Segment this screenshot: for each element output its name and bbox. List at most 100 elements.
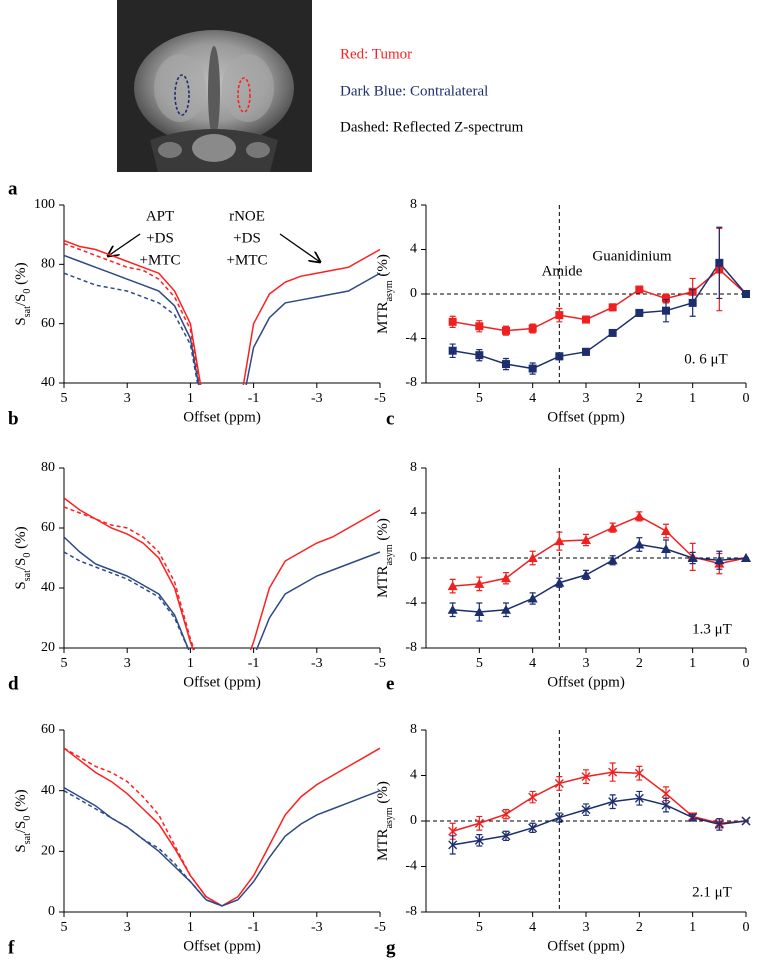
marker xyxy=(502,360,510,369)
marker xyxy=(607,555,618,565)
series-line xyxy=(64,790,223,907)
marker xyxy=(581,772,591,782)
series-layer xyxy=(64,747,381,907)
marker xyxy=(607,522,618,532)
y-tick-label: 80 xyxy=(41,460,55,475)
y-axis-title-part: (%) xyxy=(13,789,29,815)
y-axis-title: Ssat/S0 (%) xyxy=(13,262,32,325)
y-tick-label: 100 xyxy=(34,197,55,212)
series-line xyxy=(64,551,190,650)
series-line xyxy=(64,747,223,907)
y-axis-title-part: asym xyxy=(384,280,395,301)
y-tick-label: 8 xyxy=(410,197,417,212)
annotation: APT xyxy=(146,208,174,224)
series-line xyxy=(452,543,747,613)
x-tick-label: -5 xyxy=(374,920,386,935)
annotation: +MTC xyxy=(140,252,181,268)
marker xyxy=(661,800,671,810)
y-tick-label: 0 xyxy=(48,904,55,919)
x-axis-title: Offset (ppm) xyxy=(547,409,625,425)
x-tick-label: 4 xyxy=(529,920,536,935)
series-layer xyxy=(64,497,381,650)
y-tick-label: -4 xyxy=(405,331,417,346)
y-axis-title-part: S xyxy=(13,317,29,325)
y-tick-label: 20 xyxy=(41,640,55,655)
y-axis-title: MTRasym (%) xyxy=(375,781,394,861)
marker xyxy=(608,303,617,312)
y-tick-label: -8 xyxy=(405,375,417,390)
legend-text: Red: Tumor xyxy=(340,46,412,62)
x-tick-label: 4 xyxy=(529,656,536,671)
marker xyxy=(635,308,644,317)
arrow xyxy=(108,233,141,256)
series-line xyxy=(452,261,747,370)
marker xyxy=(502,326,510,335)
marker xyxy=(608,797,618,807)
marker xyxy=(741,816,751,826)
marker xyxy=(608,328,617,337)
y-axis-title: Ssat/S0 (%) xyxy=(13,789,32,852)
y-axis-title-part: sat xyxy=(22,833,33,844)
x-tick-label: -1 xyxy=(248,920,260,935)
marker xyxy=(528,792,538,802)
marker xyxy=(661,526,671,535)
series-line xyxy=(64,536,381,650)
marker xyxy=(662,294,670,303)
y-axis-title-part: S xyxy=(13,844,29,852)
x-tick-label: 5 xyxy=(61,920,68,935)
panel-label: e xyxy=(386,673,394,694)
x-tick-label: 3 xyxy=(583,920,590,935)
series-line xyxy=(64,497,381,650)
x-tick-label: 5 xyxy=(476,391,483,406)
series-line xyxy=(452,771,747,832)
marker xyxy=(608,767,618,777)
marker xyxy=(714,555,725,565)
y-tick-label: 40 xyxy=(41,580,55,595)
marker xyxy=(501,831,511,841)
marker xyxy=(501,604,511,614)
marker xyxy=(582,315,590,324)
marker xyxy=(501,573,511,583)
series-line xyxy=(64,242,201,385)
y-tick-label: 4 xyxy=(410,242,417,257)
annotation: 0. 6 μT xyxy=(684,351,727,367)
x-tick-label: 5 xyxy=(476,656,483,671)
x-tick-label: -3 xyxy=(311,920,323,935)
x-axis-title: Offset (ppm) xyxy=(547,938,625,954)
annotation: +DS xyxy=(146,230,174,246)
panel-label: c xyxy=(386,408,394,429)
marker xyxy=(688,813,698,823)
series-line xyxy=(64,786,381,907)
marker xyxy=(474,578,485,588)
marker xyxy=(661,544,671,553)
marker xyxy=(687,553,698,562)
x-tick-label: -3 xyxy=(311,656,323,671)
x-tick-label: 3 xyxy=(124,391,131,406)
x-axis-title: Offset (ppm) xyxy=(183,409,261,425)
y-tick-label: 20 xyxy=(41,844,55,859)
x-tick-label: 4 xyxy=(529,391,536,406)
y-axis-title-part: asym xyxy=(384,544,395,565)
marker xyxy=(662,306,670,315)
marker xyxy=(741,553,751,562)
y-axis-title: MTRasym (%) xyxy=(375,254,394,334)
series-line xyxy=(64,239,381,385)
x-tick-label: 3 xyxy=(583,656,590,671)
marker xyxy=(581,535,591,544)
series-line xyxy=(64,254,381,385)
marker xyxy=(635,285,644,294)
marker xyxy=(554,778,564,788)
x-tick-label: 0 xyxy=(743,920,750,935)
marker xyxy=(582,347,590,356)
y-tick-label: -4 xyxy=(405,859,417,874)
y-axis-title-part: 0 xyxy=(22,289,33,294)
x-tick-label: -5 xyxy=(374,391,386,406)
x-axis-title: Offset (ppm) xyxy=(183,674,261,690)
y-axis-title-part: (%) xyxy=(13,262,29,288)
annotation: Amide xyxy=(542,263,583,279)
legend-text: Dark Blue: Contralateral xyxy=(340,83,488,99)
y-tick-label: 40 xyxy=(41,783,55,798)
y-tick-label: 60 xyxy=(41,316,55,331)
x-tick-label: 1 xyxy=(689,656,696,671)
x-tick-label: 1 xyxy=(689,920,696,935)
